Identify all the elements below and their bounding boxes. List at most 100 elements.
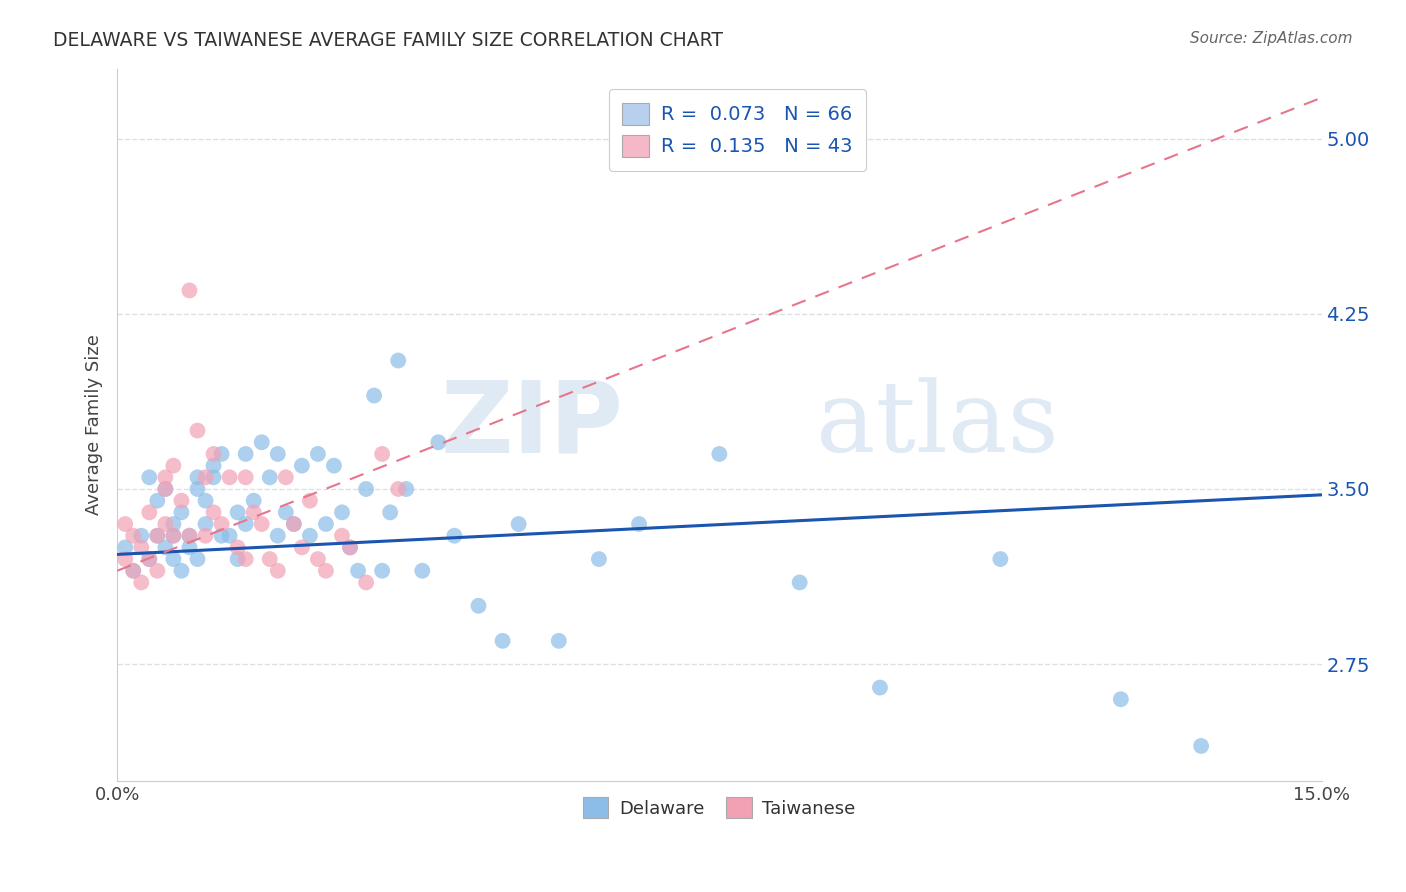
Point — [307, 447, 329, 461]
Point — [291, 541, 314, 555]
Point — [371, 564, 394, 578]
Point — [363, 388, 385, 402]
Point — [162, 458, 184, 473]
Point — [146, 493, 169, 508]
Point — [259, 552, 281, 566]
Point — [274, 470, 297, 484]
Point — [226, 505, 249, 519]
Point — [194, 529, 217, 543]
Point — [427, 435, 450, 450]
Point — [202, 458, 225, 473]
Point — [1109, 692, 1132, 706]
Point — [186, 552, 208, 566]
Point — [155, 516, 177, 531]
Point — [298, 493, 321, 508]
Point — [202, 470, 225, 484]
Point — [491, 633, 513, 648]
Point — [155, 541, 177, 555]
Point — [122, 529, 145, 543]
Point — [202, 447, 225, 461]
Point — [170, 505, 193, 519]
Point — [155, 482, 177, 496]
Point — [242, 493, 264, 508]
Point — [291, 458, 314, 473]
Point — [155, 482, 177, 496]
Point — [235, 447, 257, 461]
Point — [129, 575, 152, 590]
Point — [186, 470, 208, 484]
Point — [250, 516, 273, 531]
Point — [170, 493, 193, 508]
Point — [347, 564, 370, 578]
Point — [387, 353, 409, 368]
Point — [235, 470, 257, 484]
Point — [283, 516, 305, 531]
Point — [170, 564, 193, 578]
Point — [371, 447, 394, 461]
Point — [155, 470, 177, 484]
Point — [186, 424, 208, 438]
Point — [250, 435, 273, 450]
Point — [226, 541, 249, 555]
Point — [339, 541, 361, 555]
Point — [283, 516, 305, 531]
Point — [298, 529, 321, 543]
Point — [869, 681, 891, 695]
Point — [162, 552, 184, 566]
Point — [323, 458, 346, 473]
Point — [202, 505, 225, 519]
Point — [354, 575, 377, 590]
Point — [547, 633, 569, 648]
Text: Source: ZipAtlas.com: Source: ZipAtlas.com — [1189, 31, 1353, 46]
Point — [162, 516, 184, 531]
Point — [114, 552, 136, 566]
Point — [387, 482, 409, 496]
Point — [315, 564, 337, 578]
Point — [628, 516, 651, 531]
Point — [138, 552, 160, 566]
Point — [179, 529, 201, 543]
Point — [709, 447, 731, 461]
Point — [146, 529, 169, 543]
Point — [443, 529, 465, 543]
Text: ZIP: ZIP — [440, 376, 623, 474]
Point — [330, 505, 353, 519]
Point — [226, 552, 249, 566]
Point — [789, 575, 811, 590]
Point — [307, 552, 329, 566]
Point — [411, 564, 433, 578]
Legend: Delaware, Taiwanese: Delaware, Taiwanese — [576, 790, 863, 825]
Point — [194, 516, 217, 531]
Point — [315, 516, 337, 531]
Point — [211, 529, 233, 543]
Point — [211, 447, 233, 461]
Point — [380, 505, 402, 519]
Point — [162, 529, 184, 543]
Point — [138, 505, 160, 519]
Point — [146, 529, 169, 543]
Point — [395, 482, 418, 496]
Point — [218, 470, 240, 484]
Point — [1189, 739, 1212, 753]
Point — [122, 564, 145, 578]
Point — [508, 516, 530, 531]
Point — [354, 482, 377, 496]
Point — [267, 529, 290, 543]
Point — [274, 505, 297, 519]
Point — [235, 516, 257, 531]
Point — [179, 284, 201, 298]
Point — [162, 529, 184, 543]
Point — [588, 552, 610, 566]
Point — [235, 552, 257, 566]
Point — [138, 470, 160, 484]
Text: DELAWARE VS TAIWANESE AVERAGE FAMILY SIZE CORRELATION CHART: DELAWARE VS TAIWANESE AVERAGE FAMILY SIZ… — [53, 31, 724, 50]
Point — [330, 529, 353, 543]
Point — [218, 529, 240, 543]
Point — [467, 599, 489, 613]
Point — [146, 564, 169, 578]
Point — [114, 541, 136, 555]
Point — [129, 529, 152, 543]
Text: atlas: atlas — [815, 376, 1059, 473]
Point — [179, 529, 201, 543]
Point — [242, 505, 264, 519]
